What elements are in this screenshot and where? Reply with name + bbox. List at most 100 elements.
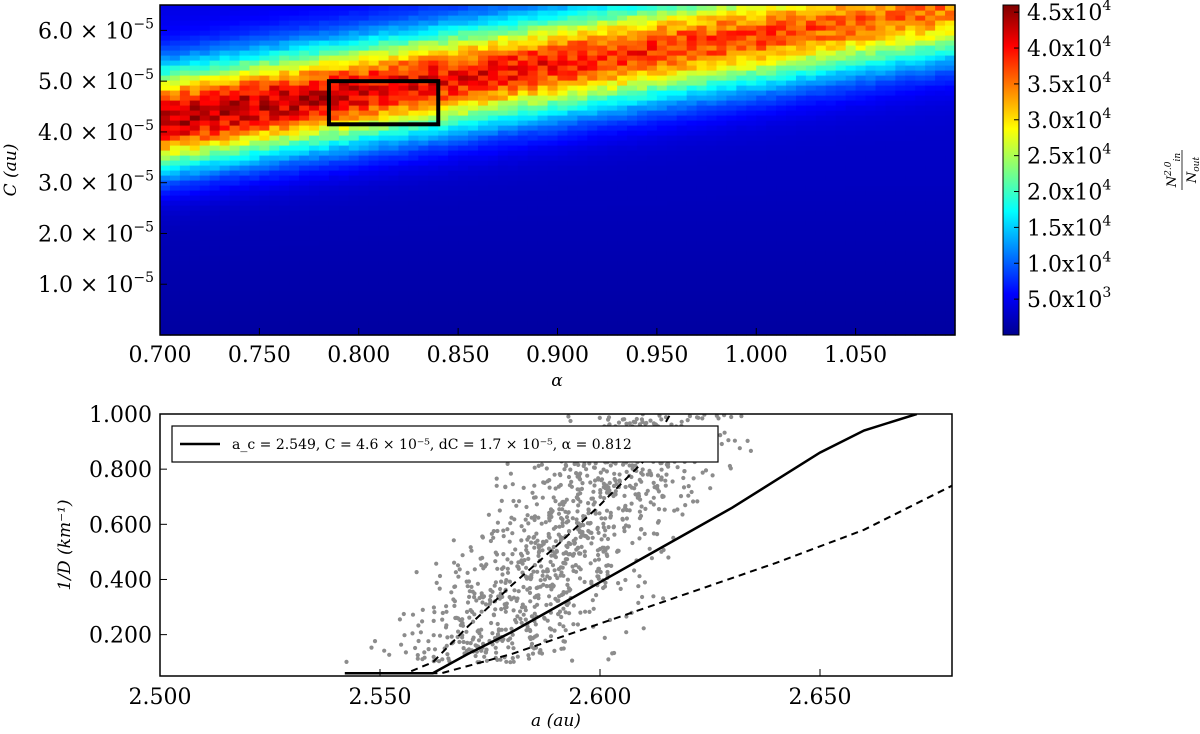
heatmap-cell [408,195,419,201]
heatmap-cell [348,325,360,331]
heatmap-cell [617,240,628,246]
heatmap-cell [309,240,320,246]
heatmap-cell [458,100,469,106]
heatmap-cell [716,10,728,16]
heatmap-cell [279,30,290,36]
heatmap-cell [865,205,877,211]
heatmap-cell [825,250,837,256]
heatmap-cell [666,130,678,136]
heatmap-cell [169,300,181,306]
heatmap-cell [776,25,787,31]
heatmap-cell [796,305,807,311]
heatmap-cell [497,150,509,156]
heatmap-cell [607,310,618,316]
heatmap-cell [587,95,598,101]
heatmap-cell [865,320,877,326]
heatmap-cell [656,180,668,186]
heatmap-cell [805,130,817,136]
heatmap-cell [557,180,569,186]
heatmap-cell [319,270,330,276]
heatmap-cell [388,265,400,271]
heatmap-cell [378,205,390,211]
heatmap-cell [438,10,449,16]
heatmap-cell [517,285,529,291]
heatmap-cell [189,270,201,276]
heatmap-cell [249,330,260,336]
heatmap-cell [627,250,638,256]
heatmap-cell [825,145,837,151]
heatmap-cell [587,230,598,236]
heatmap-cell [627,115,638,121]
heatmap-cell [468,185,479,191]
heatmap-cell [776,160,787,166]
heatmap-cell [507,20,519,26]
heatmap-cell [736,195,747,201]
heatmap-cell [557,115,569,121]
heatmap-cell [249,100,260,106]
heatmap-cell [478,270,489,276]
heatmap-cell [756,315,767,321]
heatmap-cell [199,120,211,126]
heatmap-cell [656,10,668,16]
heatmap-cell [328,310,340,316]
heatmap-cell [736,50,747,56]
heatmap-cell [219,155,231,161]
heatmap-cell [348,20,360,26]
heatmap-cell [637,210,648,216]
heatmap-cell [646,65,658,71]
heatmap-cell [507,205,519,211]
heatmap-cell [686,270,698,276]
heatmap-cell [289,15,300,21]
heatmap-cell [547,255,559,261]
heatmap-cell [468,250,479,256]
heatmap-cell [766,285,777,291]
heatmap-cell [319,280,330,286]
heatmap-cell [239,40,251,46]
heatmap-cell [587,325,598,331]
heatmap-cell [587,110,598,116]
heatmap-cell [666,225,678,231]
heatmap-cell [487,230,499,236]
heatmap-cell [617,190,628,196]
heatmap-cell [517,260,529,266]
heatmap-cell [229,145,241,151]
heatmap-cell [825,225,837,231]
heatmap-cell [507,60,519,66]
heatmap-cell [537,205,549,211]
heatmap-cell [160,245,171,251]
heatmap-cell [577,50,588,56]
heatmap-cell [199,90,211,96]
heatmap-cell [388,60,400,66]
heatmap-cell [567,295,578,301]
heatmap-cell [418,300,429,306]
heatmap-cell [348,60,360,66]
heatmap-cell [577,300,588,306]
heatmap-cell [169,25,181,31]
heatmap-cell [627,60,638,66]
heatmap-cell [557,300,569,306]
heatmap-cell [676,230,688,236]
heatmap-cell [696,260,708,266]
heatmap-cell [468,305,479,311]
heatmap-cell [338,170,350,176]
heatmap-cell [299,175,310,181]
heatmap-cell [458,75,469,81]
heatmap-cell [875,165,887,171]
heatmap-cell [766,120,777,126]
heatmap-cell [865,175,877,181]
heatmap-cell [478,255,489,261]
heatmap-cell [348,110,360,116]
heatmap-cell [865,195,877,201]
heatmap-cell [438,115,449,121]
heatmap-cell [895,145,906,151]
heatmap-cell [338,10,350,16]
heatmap-cell [319,310,330,316]
heatmap-cell [408,180,419,186]
heatmap-cell [865,20,877,26]
heatmap-cell [468,280,479,286]
heatmap-cell [547,295,559,301]
heatmap-cell [348,70,360,76]
heatmap-cell [637,240,648,246]
heatmap-cell [646,80,658,86]
heatmap-cell [845,20,857,26]
